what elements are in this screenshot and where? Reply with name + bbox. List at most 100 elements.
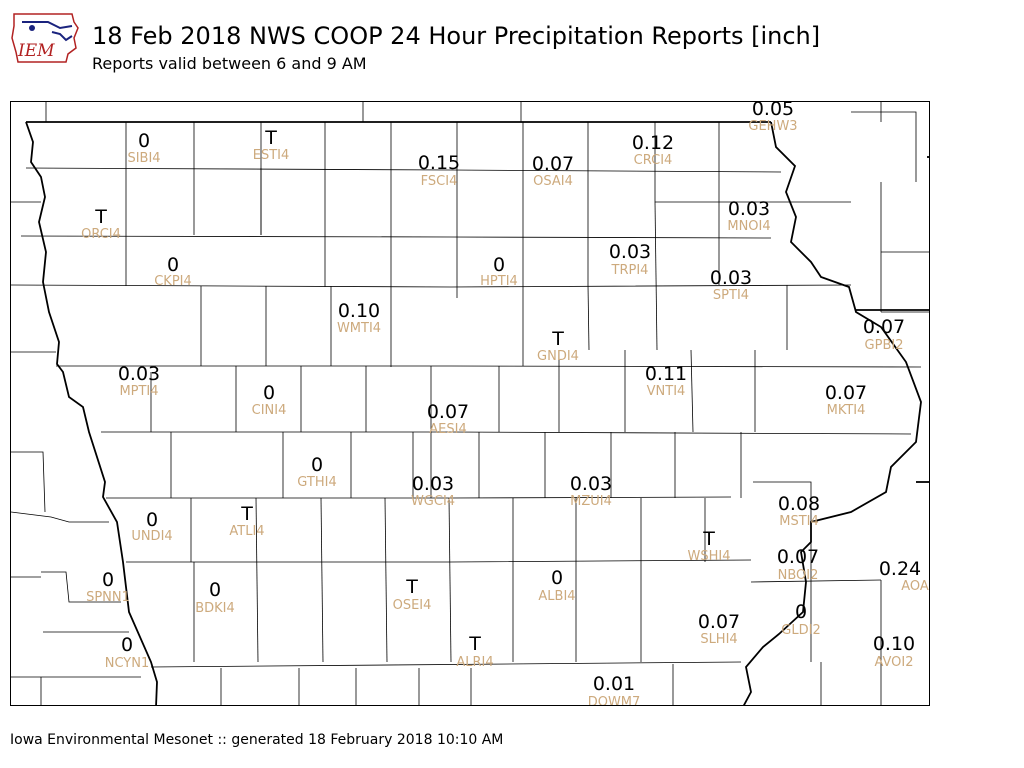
station-value: 0 (263, 382, 275, 404)
station-value: 0 (795, 601, 807, 623)
precipitation-map: 0 SIBI4 T ESTI4 0.15 FSCI4 0.07 OSAI4 0.12 CR… (10, 101, 930, 706)
station-id: GPBI2 (865, 338, 904, 353)
station-value: T (264, 127, 277, 149)
station-value: 0.03 (412, 473, 454, 495)
station-value: 0 (311, 454, 323, 476)
station-id: MSTI4 (779, 514, 819, 529)
station-value: 0.07 (427, 401, 469, 423)
station-id: MZUI4 (570, 494, 612, 509)
station-value: T (405, 576, 418, 598)
station-id: GTHI4 (297, 475, 336, 490)
state-boundaries (25, 121, 929, 705)
station-id: MKTI4 (827, 403, 866, 418)
station-value: 0.12 (632, 132, 674, 154)
station-id: MPTI4 (119, 384, 158, 399)
station-value: 0.24 (879, 558, 921, 580)
station-value: T (702, 528, 715, 550)
station-id: HPTI4 (480, 274, 518, 289)
iem-logo: IEM (8, 8, 80, 66)
station-id: ALRI4 (456, 655, 493, 670)
station-value: 0.03 (609, 241, 651, 263)
station-value: T (551, 328, 564, 350)
map-title: 18 Feb 2018 NWS COOP 24 Hour Precipitati… (92, 22, 821, 50)
station-value: 0.05 (752, 102, 794, 120)
station-id: CRCI4 (634, 153, 673, 168)
station-id: VNTI4 (647, 384, 686, 399)
station-value: 0.07 (825, 382, 867, 404)
map-subtitle: Reports valid between 6 and 9 AM (92, 54, 367, 73)
station-value: 0.07 (777, 546, 819, 568)
station-value: 0 (146, 509, 158, 531)
logo-text: IEM (17, 41, 55, 61)
station-value: 0.03 (710, 267, 752, 289)
station-value: 0 (551, 567, 563, 589)
station-id: OSAI4 (533, 174, 573, 189)
footer-credit: Iowa Environmental Mesonet :: generated … (10, 732, 504, 748)
station-id: SIBI4 (127, 151, 160, 166)
station-value: T (94, 206, 107, 228)
station-id: ALBI4 (538, 589, 575, 604)
station-value: 0.07 (532, 153, 574, 175)
station-id: GLDI2 (781, 623, 820, 638)
station-value: 0.10 (338, 300, 380, 322)
station-value: 0.11 (645, 363, 687, 385)
station-value: 0.03 (570, 473, 612, 495)
station-id: SLHI4 (700, 632, 737, 647)
station-id: ATLI4 (229, 524, 264, 539)
station-id: ORCI4 (81, 227, 121, 242)
station-id: SPTI4 (713, 288, 749, 303)
station-id: OSEI4 (393, 598, 432, 613)
station-id: UNDI4 (131, 529, 172, 544)
station-id: MNOI4 (727, 219, 770, 234)
station-value: 0 (493, 254, 505, 276)
station-value: 0.03 (728, 198, 770, 220)
station-id: AESI4 (429, 422, 466, 437)
station-id: SPNN1 (86, 590, 130, 605)
station-value: 0 (209, 579, 221, 601)
station-id: WGCI4 (411, 494, 455, 509)
station-id: TRPI4 (611, 263, 649, 278)
station-id: NBOI2 (778, 568, 819, 583)
station-value: 0 (102, 569, 114, 591)
station-value: 0.07 (863, 316, 905, 338)
station-value: 0.03 (118, 363, 160, 385)
station-value: 0.15 (418, 152, 460, 174)
station-id: GEHW3 (748, 119, 797, 134)
station-id: AOA (901, 579, 929, 594)
station-id: FSCI4 (421, 174, 458, 189)
station-value: T (240, 503, 253, 525)
station-id: GNDI4 (537, 349, 579, 364)
